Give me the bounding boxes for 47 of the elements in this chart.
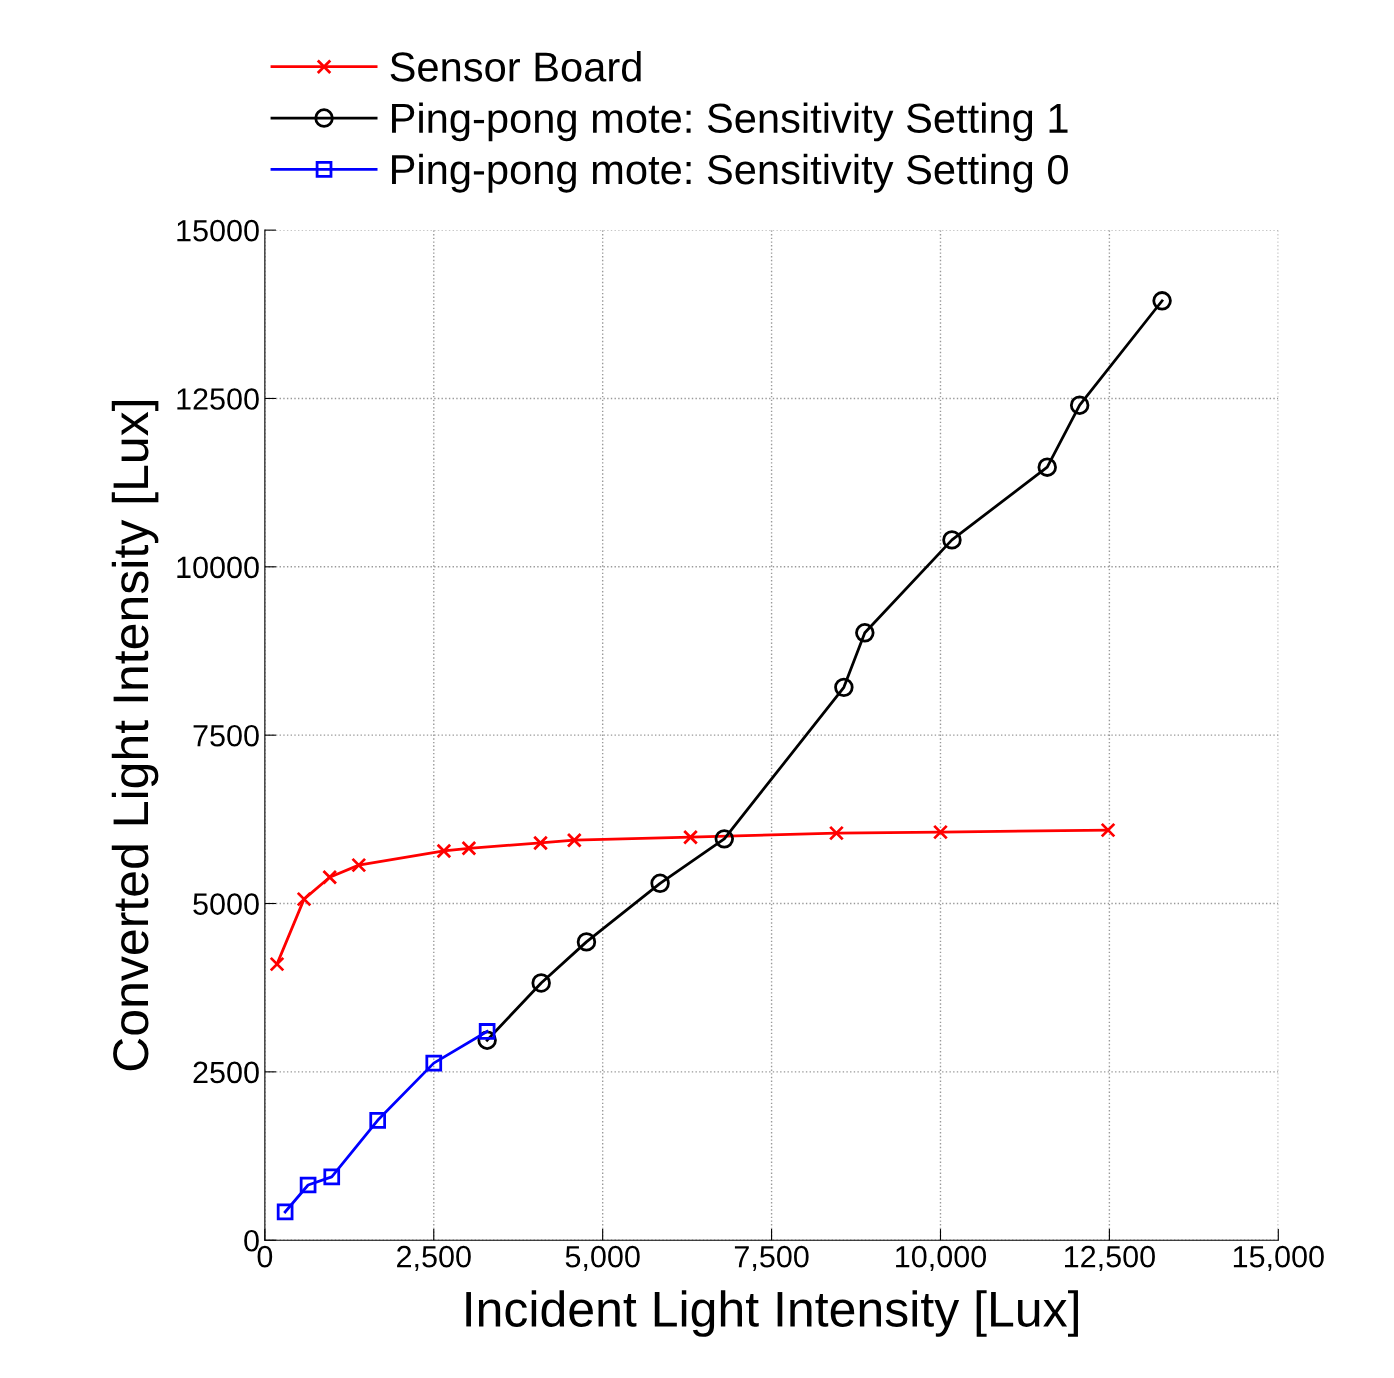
y-tick-label: 0 <box>244 1229 259 1252</box>
point <box>532 835 549 851</box>
point <box>478 1023 496 1040</box>
x-tick-label: 15,000 <box>1233 1245 1324 1272</box>
point <box>650 873 670 894</box>
x-axis-title: Incident Light Intensity [Lux] <box>466 1290 1078 1337</box>
point <box>461 840 477 856</box>
y-tick-label: 12500 <box>177 388 259 410</box>
y-tick-label: 10000 <box>177 556 259 579</box>
point <box>1037 457 1057 477</box>
point <box>682 829 699 845</box>
point <box>566 832 582 848</box>
legend-label: Ping-pong mote: Sensitivity Setting 0 <box>392 153 1068 193</box>
y-tick-label: 2500 <box>193 1061 259 1084</box>
point <box>1100 822 1116 838</box>
point <box>576 932 597 952</box>
point <box>714 829 735 849</box>
point <box>425 1054 443 1072</box>
x-tick-label: 7,500 <box>734 1245 809 1272</box>
point <box>436 843 452 859</box>
point <box>855 623 875 643</box>
x-tick-label: 5,000 <box>565 1245 640 1272</box>
point <box>932 824 949 840</box>
point <box>942 530 962 550</box>
point <box>834 677 854 698</box>
y-tick-label: 7500 <box>193 724 259 747</box>
x-tick-label: 2,500 <box>397 1245 471 1272</box>
point <box>1069 395 1090 415</box>
point <box>269 956 285 972</box>
point <box>828 825 845 841</box>
y-tick-label: 5000 <box>193 893 259 915</box>
point <box>299 1176 317 1194</box>
x-tick-label: 0 <box>257 1245 273 1268</box>
legend-label: Ping-pong mote: Sensitivity Setting 1 <box>392 102 1068 142</box>
point <box>531 973 551 993</box>
legend-label: Sensor Board <box>390 51 641 82</box>
point <box>322 869 338 885</box>
point <box>323 1168 341 1186</box>
x-tick-label: 10,000 <box>896 1245 987 1272</box>
point <box>296 891 312 907</box>
point <box>1152 291 1172 311</box>
y-tick-label: 15000 <box>177 219 259 242</box>
point <box>351 857 367 873</box>
point <box>276 1203 294 1221</box>
point <box>369 1112 387 1129</box>
x-tick-label: 12,500 <box>1065 1245 1155 1272</box>
y-axis-title: Converted Light Intensity [Lux] <box>111 401 159 1071</box>
